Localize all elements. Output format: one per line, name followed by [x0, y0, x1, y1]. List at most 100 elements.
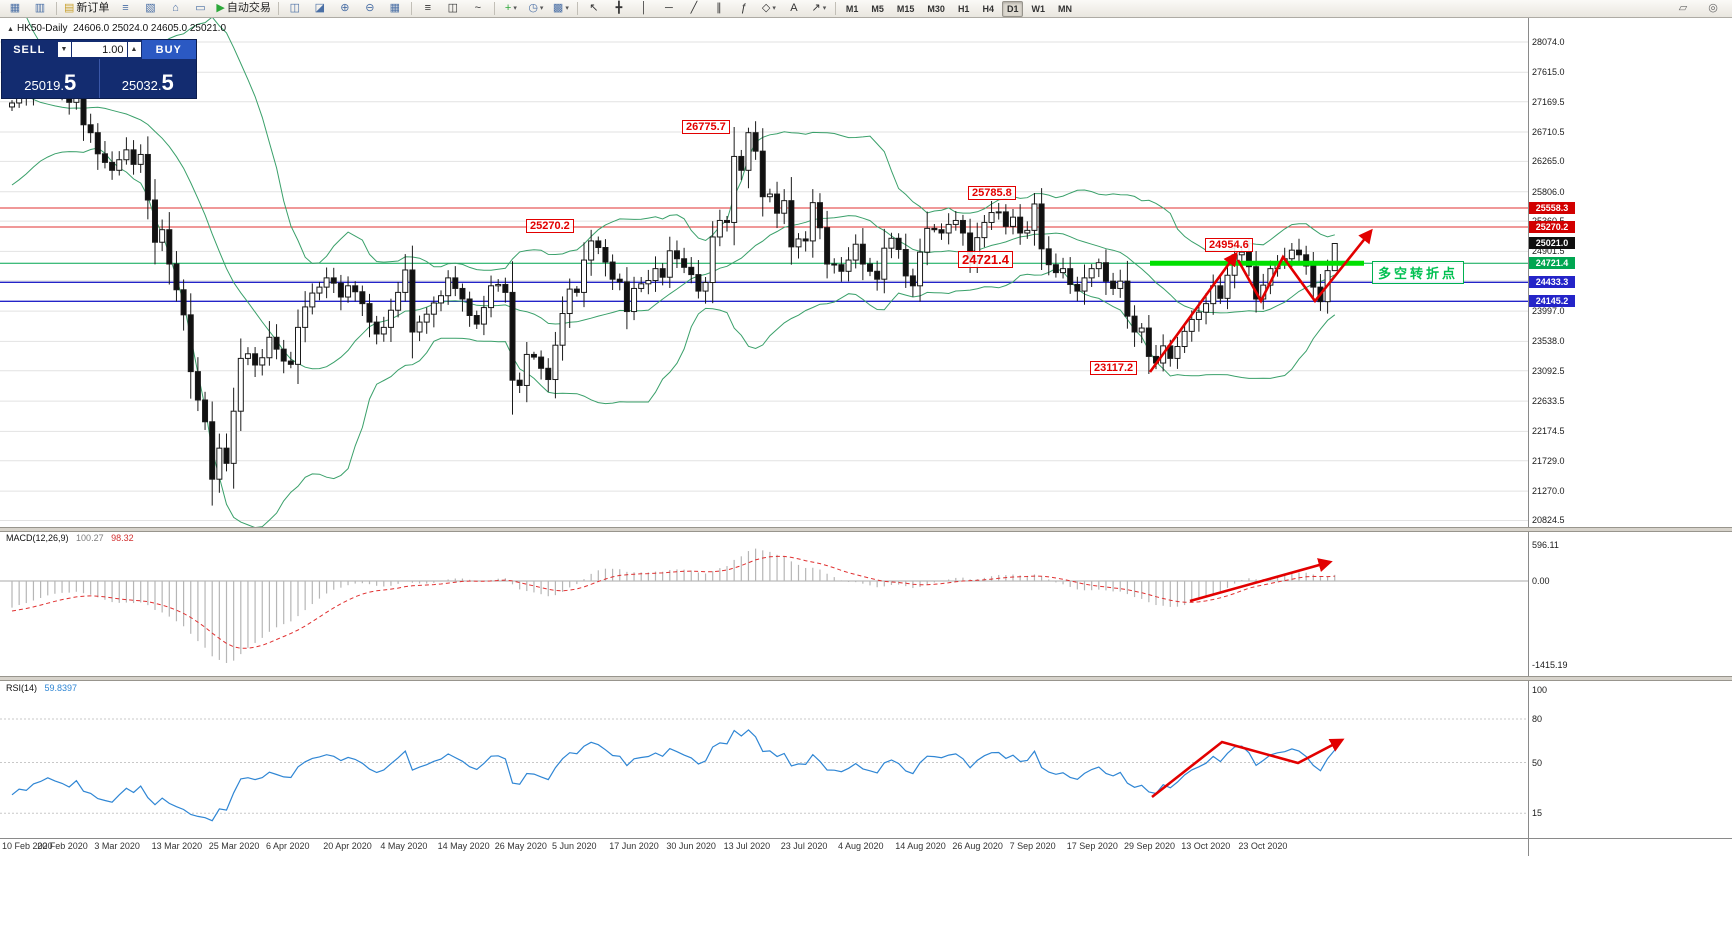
timeframe-mn-button[interactable]: MN — [1057, 3, 1072, 14]
templates-icon: ▩ — [552, 2, 564, 14]
new-order-button-label: 新订单 — [76, 2, 110, 14]
tile-windows-button[interactable]: ▦ — [383, 0, 407, 17]
timeframe-d1-button[interactable]: D1 — [1001, 0, 1024, 17]
price-annotation[interactable]: 23117.2 — [1090, 361, 1138, 375]
bar-chart-icon: ≡ — [424, 2, 432, 14]
price-annotation[interactable]: 26775.7 — [682, 120, 730, 134]
shapes-tool-icon: ◇ — [761, 2, 771, 14]
trendline-tool-icon: ╱ — [690, 2, 698, 14]
profiles-button[interactable]: ▥ — [28, 0, 52, 17]
terminal-button[interactable]: ▭ — [188, 0, 212, 17]
macd-panel-separator[interactable] — [0, 527, 1732, 532]
vertical-line-tool-icon: │ — [640, 2, 648, 14]
volume-down-button[interactable]: ▼ — [57, 42, 71, 57]
crosshair-tool-button[interactable]: ╋ — [607, 0, 631, 17]
horizontal-line-tool-icon: ─ — [664, 2, 673, 14]
trend-zigzag-arrow — [1236, 228, 1373, 304]
volume-up-button[interactable]: ▲ — [127, 42, 141, 57]
crosshair-tool-icon: ╋ — [615, 2, 623, 14]
auto-trading-button[interactable]: ▶ 自动交易 — [213, 0, 273, 17]
timeframe-m15-button[interactable]: M15 — [896, 3, 915, 14]
view-icon[interactable]: ◎ — [1708, 2, 1718, 14]
timeframe-w1-button[interactable]: W1 — [1031, 3, 1045, 14]
candlestick-chart-button[interactable]: ◫ — [441, 0, 465, 17]
chevron-down-icon: ▾ — [772, 5, 776, 12]
add-indicator-button[interactable]: + ▾ — [499, 0, 523, 17]
price-axis-label: 21270.0 — [1532, 486, 1565, 497]
buy-price[interactable]: 25032. 5 — [121, 70, 174, 95]
price-annotation[interactable]: 24721.4 — [958, 251, 1013, 268]
collapse-triangle-icon[interactable]: ▲ — [7, 26, 14, 33]
drawn-arrows-layer — [1151, 738, 1345, 799]
sell-button[interactable]: SELL — [13, 43, 46, 56]
time-axis-label: 13 Jul 2020 — [723, 841, 771, 851]
candlestick-chart-icon: ◫ — [447, 2, 459, 14]
new-chart-button[interactable]: ▦ — [3, 0, 27, 17]
new-order-icon: ▤ — [64, 2, 75, 14]
timeframe-m1-button[interactable]: M1 — [845, 3, 859, 14]
turning-point-note[interactable]: 多空转折点 — [1372, 261, 1465, 284]
timeframe-m5-button[interactable]: M5 — [871, 3, 884, 14]
text-tool-button[interactable]: A — [782, 0, 806, 17]
arrows-tool-button[interactable]: ↗ ▾ — [807, 0, 831, 17]
zoom-out-button[interactable]: ⊖ — [358, 0, 382, 17]
timeframe-h4-button[interactable]: H4 — [982, 3, 994, 14]
macd-main-value: 100.27 — [76, 533, 104, 543]
navigator-icon: ⌂ — [172, 2, 179, 14]
periods-button[interactable]: ◷ ▾ — [524, 0, 548, 17]
terminal-icon: ▭ — [195, 2, 206, 14]
time-axis-label: 13 Mar 2020 — [151, 841, 203, 851]
price-axis-label: 21729.0 — [1532, 455, 1565, 466]
objects-list-button[interactable]: ◪ — [308, 0, 332, 17]
timeframe-h1-button[interactable]: H1 — [957, 3, 970, 14]
toolbar-separator — [834, 2, 836, 15]
price-axis-label: 23538.0 — [1532, 336, 1565, 347]
price-annotation[interactable]: 25270.2 — [526, 219, 574, 233]
channel-tool-button[interactable]: ∥ — [707, 0, 731, 17]
new-order-button[interactable]: ▤ 新订单 — [61, 0, 112, 17]
vertical-line-tool-button[interactable]: │ — [632, 0, 656, 17]
buy-button[interactable]: BUY — [141, 40, 196, 59]
macd-name: MACD(12,26,9) — [6, 533, 69, 543]
indicators-window-button[interactable]: ◫ — [283, 0, 307, 17]
line-chart-button[interactable]: ~ — [466, 0, 490, 17]
templates-button[interactable]: ▩ ▾ — [549, 0, 573, 17]
symbol-period-label: HK50-Daily — [16, 23, 68, 34]
rsi-name: RSI(14) — [6, 683, 38, 693]
data-window-button[interactable]: ▧ — [138, 0, 162, 17]
time-axis-label: 26 May 2020 — [494, 841, 547, 851]
arrows-tool-icon: ↗ — [811, 2, 821, 14]
edit-icon[interactable]: ▱ — [1678, 2, 1688, 14]
fibonacci-tool-icon: ƒ — [740, 2, 747, 14]
fibonacci-tool-button[interactable]: ƒ — [732, 0, 756, 17]
channel-tool-icon: ∥ — [716, 2, 722, 14]
price-annotation[interactable]: 24954.6 — [1205, 238, 1253, 252]
timeframe-m30-button[interactable]: M30 — [927, 3, 945, 14]
market-watch-button[interactable]: ≡ — [113, 0, 137, 17]
rsi-panel-separator[interactable] — [0, 676, 1732, 681]
price-tag: 24433.3 — [1529, 276, 1575, 289]
time-axis-label: 30 Jun 2020 — [666, 841, 716, 851]
cursor-tool-button[interactable]: ↖ — [582, 0, 606, 17]
time-axis-label: 20 Apr 2020 — [323, 841, 372, 851]
zoom-in-button[interactable]: ⊕ — [333, 0, 357, 17]
bar-chart-button[interactable]: ≡ — [416, 0, 440, 17]
sell-price[interactable]: 25019. 5 — [24, 70, 77, 95]
macd-axis-label: 0.00 — [1532, 576, 1550, 586]
navigator-button[interactable]: ⌂ — [163, 0, 187, 17]
horizontal-line-tool-button[interactable]: ─ — [657, 0, 681, 17]
volume-input[interactable]: 1.00 — [71, 42, 127, 57]
price-annotation[interactable]: 25785.8 — [968, 186, 1016, 200]
price-axis-label: 26710.5 — [1532, 126, 1565, 137]
price-tag: 25021.0 — [1529, 237, 1575, 250]
toolbar-separator — [277, 2, 279, 15]
ohlc-label: 24606.0 25024.0 24605.0 25021.0 — [73, 23, 227, 34]
price-axis-label: 25806.0 — [1532, 186, 1565, 197]
time-axis-label: 3 Mar 2020 — [94, 841, 140, 851]
shapes-tool-button[interactable]: ◇ ▾ — [757, 0, 781, 17]
trendline-tool-button[interactable]: ╱ — [682, 0, 706, 17]
rsi-trend-arrow — [1151, 738, 1345, 799]
one-click-trading-panel: SELL ▼ 1.00 ▲ BUY 25019. 5 25032. 5 — [2, 40, 196, 98]
